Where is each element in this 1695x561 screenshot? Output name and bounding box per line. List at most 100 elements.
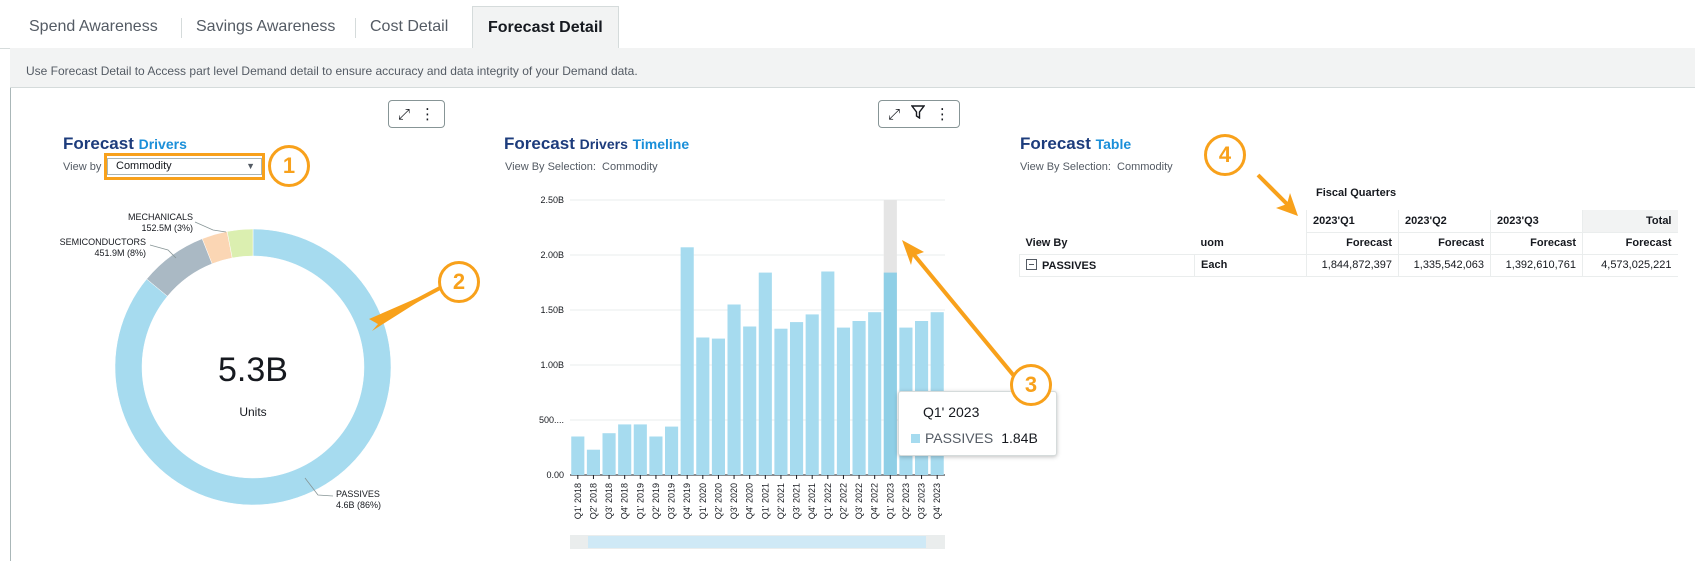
x-tick-label: Q2' 2020 (713, 483, 723, 519)
bar[interactable] (852, 321, 866, 475)
y-tick-label: 0.00 (546, 470, 564, 480)
timeline-y-ticks: 0.00 500.... 1.00B 1.50B 2.00B 2.50B (539, 195, 564, 480)
callout-badge-4: 4 (1204, 134, 1246, 176)
timeline-scrollbar-thumb[interactable] (588, 536, 926, 548)
callout-badge-1: 1 (268, 145, 310, 187)
more-icon[interactable]: ⋮ (934, 106, 950, 123)
x-tick-label: Q3' 2020 (729, 483, 739, 519)
table-title-highlight: Table (1095, 136, 1132, 152)
collapse-icon[interactable] (1026, 258, 1037, 270)
bar[interactable] (758, 272, 772, 475)
timeline-visual-menu: ⤢ ⋮ (878, 100, 960, 128)
bar[interactable] (790, 322, 804, 475)
chevron-down-icon: ▼ (246, 161, 255, 171)
tab-savings-awareness[interactable]: Savings Awareness (181, 6, 350, 48)
table-header-row-measure: View By uom Forecast Forecast Forecast F… (1019, 232, 1678, 255)
x-tick-label: Q1' 2018 (573, 483, 583, 519)
bar[interactable] (711, 338, 725, 475)
table-selection-value: Commodity (1117, 161, 1173, 173)
timeline-title-main: Forecast (504, 134, 575, 153)
arrow-3-head (902, 240, 924, 265)
timeline-x-ticks: Q1' 2018 Q2' 2018 Q3' 2018 Q4' 2018 Q1' 2019… (573, 475, 942, 519)
callout-badge-2: 2 (438, 261, 480, 303)
bar[interactable] (649, 436, 663, 476)
x-tick-label: Q3' 2022 (854, 483, 864, 519)
x-tick-label: Q1' 2022 (823, 483, 833, 519)
x-tick-label: Q1' 2019 (635, 483, 645, 519)
expand-icon[interactable]: ⤢ (397, 105, 410, 123)
arrow-3-shaft (908, 248, 1021, 384)
tab-bar: Spend Awareness Savings Awareness Cost D… (0, 0, 1695, 49)
x-tick-label: Q3' 2023 (917, 483, 927, 519)
bar[interactable] (633, 424, 647, 475)
donut-slice-other[interactable] (226, 228, 254, 259)
bar[interactable] (883, 272, 897, 475)
semi-label-name: SEMICONDUCTORS (60, 237, 146, 247)
x-tick-label: Q3' 2019 (667, 483, 677, 519)
pass-label-name: PASSIVES (336, 489, 380, 499)
bar[interactable] (680, 247, 694, 475)
col-quarter-1[interactable]: 2023'Q1 (1306, 210, 1399, 233)
drivers-title-main: Forecast (63, 134, 134, 153)
y-tick-label: 2.00B (540, 250, 564, 260)
mech-label-name: MECHANICALS (128, 212, 193, 222)
x-tick-label: Q4' 2018 (620, 483, 630, 519)
table-header-row-quarters: 2023'Q1 2023'Q2 2023'Q3 Total (1020, 210, 1678, 233)
view-by-dropdown[interactable]: Commodity ▼ (107, 158, 262, 175)
bar[interactable] (868, 312, 882, 475)
bar[interactable] (696, 337, 710, 476)
tooltip-swatch (911, 434, 920, 443)
timeline-scrollbar[interactable] (570, 535, 945, 549)
bar[interactable] (727, 304, 741, 476)
callout-highlight-box (104, 153, 265, 180)
bar[interactable] (774, 328, 788, 475)
donut-center-unit: Units (239, 405, 266, 419)
arrow-4-head (1276, 193, 1298, 216)
tooltip-row: PASSIVES 1.84B (911, 430, 1038, 446)
row-value-q2: 1,335,542,063 (1398, 254, 1491, 277)
tab-spend-awareness[interactable]: Spend Awareness (29, 18, 158, 35)
x-tick-label: Q3' 2018 (604, 483, 614, 519)
bar[interactable] (665, 426, 679, 475)
timeline-selection-value: Commodity (602, 161, 658, 173)
col-quarter-3[interactable]: 2023'Q3 (1490, 210, 1583, 233)
forecast-table: 2023'Q1 2023'Q2 2023'Q3 Total View By uo… (1019, 210, 1678, 277)
tab-forecast-detail[interactable]: Forecast Detail (472, 6, 619, 49)
x-tick-label: Q2' 2018 (588, 483, 598, 519)
bar[interactable] (602, 433, 616, 475)
bar[interactable] (836, 327, 850, 475)
bar[interactable] (571, 436, 585, 476)
bar[interactable] (618, 424, 632, 475)
row-value-q1: 1,844,872,397 (1306, 254, 1399, 277)
view-by-label: View by (63, 161, 102, 173)
timeline-title-mid: Drivers (579, 136, 628, 152)
table-title: Forecast Table (1020, 134, 1131, 154)
x-tick-label: Q3' 2021 (792, 483, 802, 519)
bar[interactable] (586, 449, 600, 475)
timeline-gridlines (570, 199, 945, 476)
callout-badge-3: 3 (1010, 364, 1052, 406)
table-title-main: Forecast (1020, 134, 1091, 153)
col-total[interactable]: Total (1582, 210, 1678, 233)
x-tick-label: Q4' 2020 (745, 483, 755, 519)
measure-header: Forecast (1490, 232, 1583, 255)
x-tick-label: Q4' 2019 (682, 483, 692, 519)
donut-slice-passives[interactable] (114, 228, 392, 506)
semi-label-value: 451.9M (8%) (94, 248, 146, 258)
table-row: PASSIVES Each 1,844,872,397 1,335,542,06… (1019, 253, 1678, 277)
col-quarter-2[interactable]: 2023'Q2 (1398, 210, 1491, 233)
measure-header: Forecast (1398, 232, 1491, 255)
filter-icon[interactable] (910, 105, 925, 123)
expand-icon[interactable]: ⤢ (888, 105, 901, 123)
timeline-selection-label: View By Selection: (505, 161, 596, 173)
row-total: 4,573,025,221 (1582, 254, 1678, 277)
bar[interactable] (821, 271, 835, 476)
more-icon[interactable]: ⋮ (419, 106, 435, 123)
x-tick-label: Q4' 2022 (870, 483, 880, 519)
sheet-description-bar: Use Forecast Detail to Access part level… (10, 48, 1695, 88)
bar[interactable] (805, 314, 819, 475)
row-name: PASSIVES (1042, 259, 1097, 272)
tab-cost-detail[interactable]: Cost Detail (355, 6, 463, 48)
bar[interactable] (743, 326, 757, 476)
